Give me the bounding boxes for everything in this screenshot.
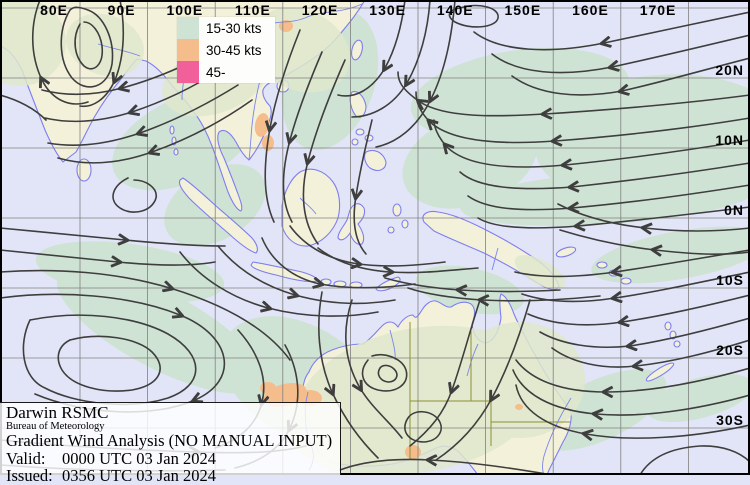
agency-title: Darwin RSMC	[6, 403, 109, 422]
legend-row-15-30: 15-30 kts	[177, 17, 275, 39]
issued-label: Issued:	[6, 466, 53, 485]
legend-label-45-plus: 45-	[206, 64, 226, 80]
lon-label-170e: 170E	[639, 2, 677, 18]
legend-row-45-plus: 45-	[177, 61, 275, 83]
bureau-subtitle: Bureau of Meteorology	[6, 421, 105, 432]
product-title: Gradient Wind Analysis (NO MANUAL INPUT)	[6, 431, 333, 450]
legend-row-30-45: 30-45 kts	[177, 39, 275, 61]
sri-lanka-island	[76, 158, 92, 182]
lat-label-0n: 0N	[724, 202, 744, 218]
legend-label-30-45: 30-45 kts	[206, 42, 262, 58]
taiwan-island	[351, 39, 363, 61]
rivers-layer	[97, 3, 572, 475]
analysis-info-box: Darwin RSMC Bureau of Meteorology Gradie…	[0, 402, 341, 484]
lat-label-30s: 30S	[716, 412, 744, 428]
valid-time-row: Valid: 0000 UTC 03 Jan 2024	[6, 450, 340, 467]
lon-label-150e: 150E	[504, 2, 542, 18]
streamlines-layer	[0, 0, 750, 475]
wind-speed-legend: 15-30 kts 30-45 kts 45-	[177, 17, 275, 83]
lon-label-160e: 160E	[572, 2, 609, 18]
valid-label: Valid:	[6, 449, 46, 468]
lon-label-110e: 110E	[234, 2, 271, 18]
state-borders-layer	[409, 322, 570, 460]
lon-label-120e: 120E	[301, 2, 339, 18]
lat-label-10s: 10S	[716, 272, 744, 288]
legend-label-15-30: 15-30 kts	[206, 20, 262, 36]
legend-swatch-45-plus	[177, 61, 199, 83]
sulawesi-island	[337, 203, 366, 245]
lon-label-80e: 80E	[40, 2, 68, 18]
new-britain-island	[555, 246, 577, 258]
circulation-loops-layer	[22, 4, 750, 475]
graticule-layer	[0, 0, 750, 475]
new-caledonia-island	[645, 362, 675, 382]
issued-time-row: Issued: 0356 UTC 03 Jan 2024	[6, 467, 340, 484]
map-frame	[0, 0, 750, 475]
mindanao-island	[364, 149, 387, 171]
lat-label-20n: 20N	[715, 62, 744, 78]
lon-label-140e: 140E	[436, 2, 474, 18]
legend-swatch-30-45	[177, 39, 199, 61]
sumatra-island	[178, 177, 258, 254]
lat-label-10n: 10N	[715, 132, 744, 148]
lon-label-90e: 90E	[107, 2, 136, 18]
legend-swatch-15-30	[177, 17, 199, 39]
lon-label-130e: 130E	[369, 2, 406, 18]
issued-value: 0356 UTC 03 Jan 2024	[62, 466, 216, 485]
valid-value: 0000 UTC 03 Jan 2024	[62, 449, 216, 468]
lat-label-20s: 20S	[716, 342, 744, 358]
lon-label-100e: 100E	[166, 2, 204, 18]
